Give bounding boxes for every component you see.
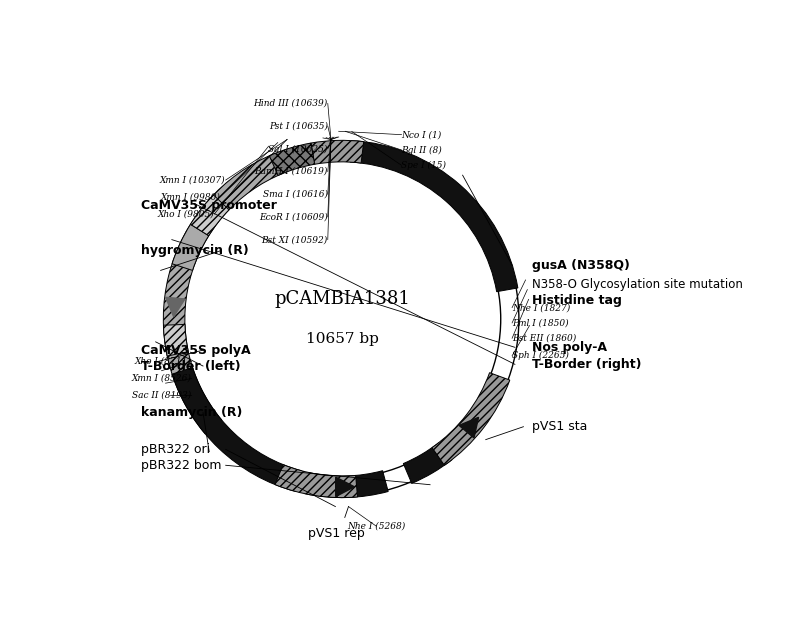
Wedge shape [172,367,302,491]
Text: Histidine tag: Histidine tag [532,294,622,307]
Text: pVS1 rep: pVS1 rep [308,527,365,540]
Text: pBR322 bom: pBR322 bom [141,459,221,472]
Text: T-Border (right): T-Border (right) [532,358,642,371]
Wedge shape [432,372,510,465]
Text: Nco I (1): Nco I (1) [402,130,442,139]
Polygon shape [223,436,244,456]
Text: N358-O Glycosylation site mutation: N358-O Glycosylation site mutation [532,279,742,292]
Wedge shape [305,471,388,498]
Text: Bst EII (1860): Bst EII (1860) [512,334,576,343]
Wedge shape [190,195,229,236]
Polygon shape [416,458,437,476]
Polygon shape [166,297,185,317]
Text: Sal I (10625): Sal I (10625) [268,145,328,153]
Wedge shape [275,464,358,498]
Text: Sph I (2265): Sph I (2265) [512,351,569,361]
Text: Bst XI (10592): Bst XI (10592) [262,235,328,244]
Wedge shape [350,141,518,292]
Wedge shape [403,443,452,483]
Text: kanamycin (R): kanamycin (R) [141,406,242,419]
Text: Sac II (8193): Sac II (8193) [133,391,192,400]
Text: Sma I (10616): Sma I (10616) [262,190,328,198]
Wedge shape [163,153,283,434]
Polygon shape [459,418,478,438]
Text: CaMV35S polyA: CaMV35S polyA [141,344,250,357]
Text: Xmn I (10307): Xmn I (10307) [160,175,226,185]
Text: Nhe I (5268): Nhe I (5268) [347,521,405,530]
Text: pCAMBIA1381: pCAMBIA1381 [274,290,410,308]
Text: T-Border (left): T-Border (left) [141,359,240,372]
Polygon shape [439,179,459,198]
Text: Spe I (15): Spe I (15) [402,161,446,170]
Text: 10657 bp: 10657 bp [306,332,378,346]
Text: Xmn I (8526): Xmn I (8526) [132,374,192,383]
Text: Nos poly-A: Nos poly-A [532,341,607,354]
Text: pBR322 ori: pBR322 ori [141,443,210,456]
Wedge shape [270,143,314,175]
Polygon shape [336,477,354,496]
Text: Xmn I (9980): Xmn I (9980) [160,193,220,202]
Text: hygromycin (R): hygromycin (R) [141,244,248,257]
Wedge shape [311,140,364,164]
Text: Xho I (8711): Xho I (8711) [135,357,192,366]
Text: Xho I (9805): Xho I (9805) [158,210,214,218]
Wedge shape [163,324,188,356]
Text: Nhe I (1827): Nhe I (1827) [512,303,570,312]
Wedge shape [172,224,209,270]
Text: Hind III (10639): Hind III (10639) [254,99,328,108]
Text: pVS1 sta: pVS1 sta [532,420,587,433]
Text: Bgl II (8): Bgl II (8) [402,145,442,155]
Text: EcoR I (10609): EcoR I (10609) [259,212,328,222]
Text: BamH I (10619): BamH I (10619) [254,167,328,176]
Text: Pst I (10635): Pst I (10635) [269,121,328,131]
Text: gusA (N358Q): gusA (N358Q) [532,259,630,272]
Text: Pml I (1850): Pml I (1850) [512,319,569,327]
Text: CaMV35S promoter: CaMV35S promoter [141,199,277,212]
